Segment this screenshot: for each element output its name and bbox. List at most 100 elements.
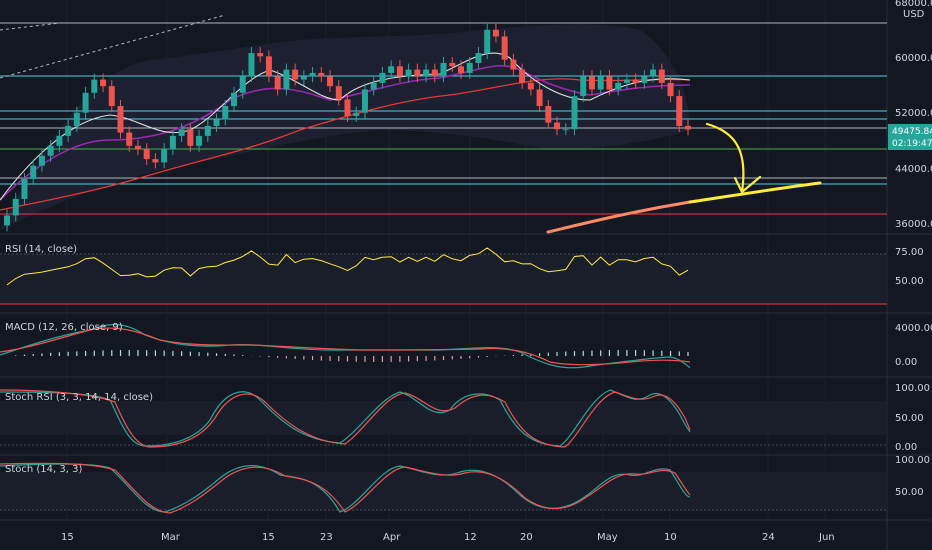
candle-body <box>405 69 412 77</box>
candle-body <box>361 89 368 113</box>
candle-body <box>30 165 37 179</box>
candle-body <box>300 76 307 80</box>
stochrsi-tick: 100.00 <box>895 383 930 394</box>
dashed-trendline[interactable] <box>0 14 226 79</box>
candle-body <box>117 106 124 133</box>
candle-body <box>178 129 185 136</box>
macd-histogram <box>15 350 689 362</box>
candle-body <box>327 76 334 87</box>
candle-body <box>597 76 604 90</box>
price-tick: 44000.00 <box>895 164 932 175</box>
candle-body <box>335 86 342 100</box>
candle-body <box>65 125 72 136</box>
candle-body <box>658 69 665 83</box>
time-tick: 10 <box>664 532 677 543</box>
time-tick: 23 <box>320 532 333 543</box>
candle-body <box>588 76 595 90</box>
candle-body <box>318 72 325 77</box>
candle-body <box>580 76 587 97</box>
rsi-tick: 50.00 <box>895 276 924 287</box>
candle-body <box>519 69 526 83</box>
stochrsi-tick: 50.00 <box>895 413 924 424</box>
dashed-trendline[interactable] <box>0 22 61 31</box>
candle-body <box>91 79 98 93</box>
candle-body <box>257 53 264 57</box>
candle-body <box>423 69 430 77</box>
macd-signal-line <box>0 327 691 366</box>
candle-body <box>396 66 403 77</box>
arrow-drawing[interactable] <box>705 122 762 194</box>
ma-20-line <box>0 52 691 201</box>
price-tick: 52000.00 <box>895 108 932 119</box>
candle-body <box>152 159 159 163</box>
time-tick: 12 <box>464 532 477 543</box>
candle-body <box>204 125 211 136</box>
time-tick: 15 <box>262 532 275 543</box>
candle-body <box>685 125 691 130</box>
candle-body <box>344 99 351 116</box>
rsi-line <box>6 247 689 286</box>
macd-title: MACD (12, 26, close, 9) <box>5 322 123 333</box>
candle-body <box>501 36 508 60</box>
projection-line[interactable] <box>546 200 692 234</box>
candle-body <box>73 112 80 126</box>
candle-body <box>554 122 561 130</box>
countdown-timer: 02:19:47 <box>892 139 932 149</box>
stochrsi-band <box>0 401 887 435</box>
candle-body <box>650 69 657 77</box>
candle-body <box>562 129 569 131</box>
rsi-pane: RSI (14, close) <box>0 244 887 305</box>
candle-body <box>492 29 499 37</box>
last-price: 49475.84 <box>892 127 932 137</box>
time-tick: 24 <box>762 532 775 543</box>
candle-body <box>475 53 482 63</box>
candle-body <box>641 76 648 83</box>
time-tick: Jun <box>818 532 835 543</box>
stoch-k-line <box>0 463 691 513</box>
candle-body <box>632 79 639 83</box>
candle-body <box>292 69 299 80</box>
candle-body <box>126 132 133 146</box>
projection-line-yellow[interactable] <box>688 181 822 204</box>
candle-body <box>536 89 543 107</box>
candle-body <box>309 72 316 77</box>
candle-body <box>196 135 203 146</box>
macd-tick: 0.00 <box>895 357 917 368</box>
candle-body <box>623 79 630 83</box>
time-tick: May <box>597 532 618 543</box>
candle-body <box>283 69 290 90</box>
candle-body <box>449 62 456 67</box>
candle-body <box>484 29 491 54</box>
stoch-pane: Stoch (14, 3, 3) <box>0 462 887 514</box>
stoch-tick: 50.00 <box>895 487 924 498</box>
candle-body <box>38 155 45 166</box>
time-axis[interactable]: 15 Mar 15 23 Apr 12 20 May 10 24 Jun <box>61 532 835 543</box>
time-tick: Mar <box>161 532 181 543</box>
candle-body <box>353 112 360 116</box>
price-tick: 68000.00 <box>895 0 932 9</box>
candle-body <box>414 69 421 77</box>
candle-body <box>510 59 517 70</box>
candle-body <box>458 66 464 73</box>
candle-body <box>606 76 613 90</box>
rsi-band <box>0 254 887 304</box>
candle-body <box>440 62 447 77</box>
candle-body <box>12 198 19 216</box>
price-axis[interactable]: 68000.00 USD 60000.00 52000.00 44000.00 … <box>888 0 932 498</box>
stoch-title: Stoch (14, 3, 3) <box>5 464 82 475</box>
price-tick: 36000.00 <box>895 219 932 230</box>
candle-body <box>466 62 473 73</box>
last-price-tag <box>888 124 932 150</box>
candle-body <box>274 76 281 90</box>
candle-body <box>56 135 63 146</box>
macd-pane: MACD (12, 26, close, 9) <box>0 322 691 369</box>
candle-body <box>143 149 150 160</box>
candle-body <box>676 96 683 126</box>
candle-body <box>187 129 194 146</box>
candle-body <box>265 56 272 77</box>
candlestick-series[interactable] <box>4 23 691 232</box>
macd-tick: 4000.00 <box>895 323 932 334</box>
candle-body <box>222 106 229 120</box>
candle-body <box>21 178 28 199</box>
